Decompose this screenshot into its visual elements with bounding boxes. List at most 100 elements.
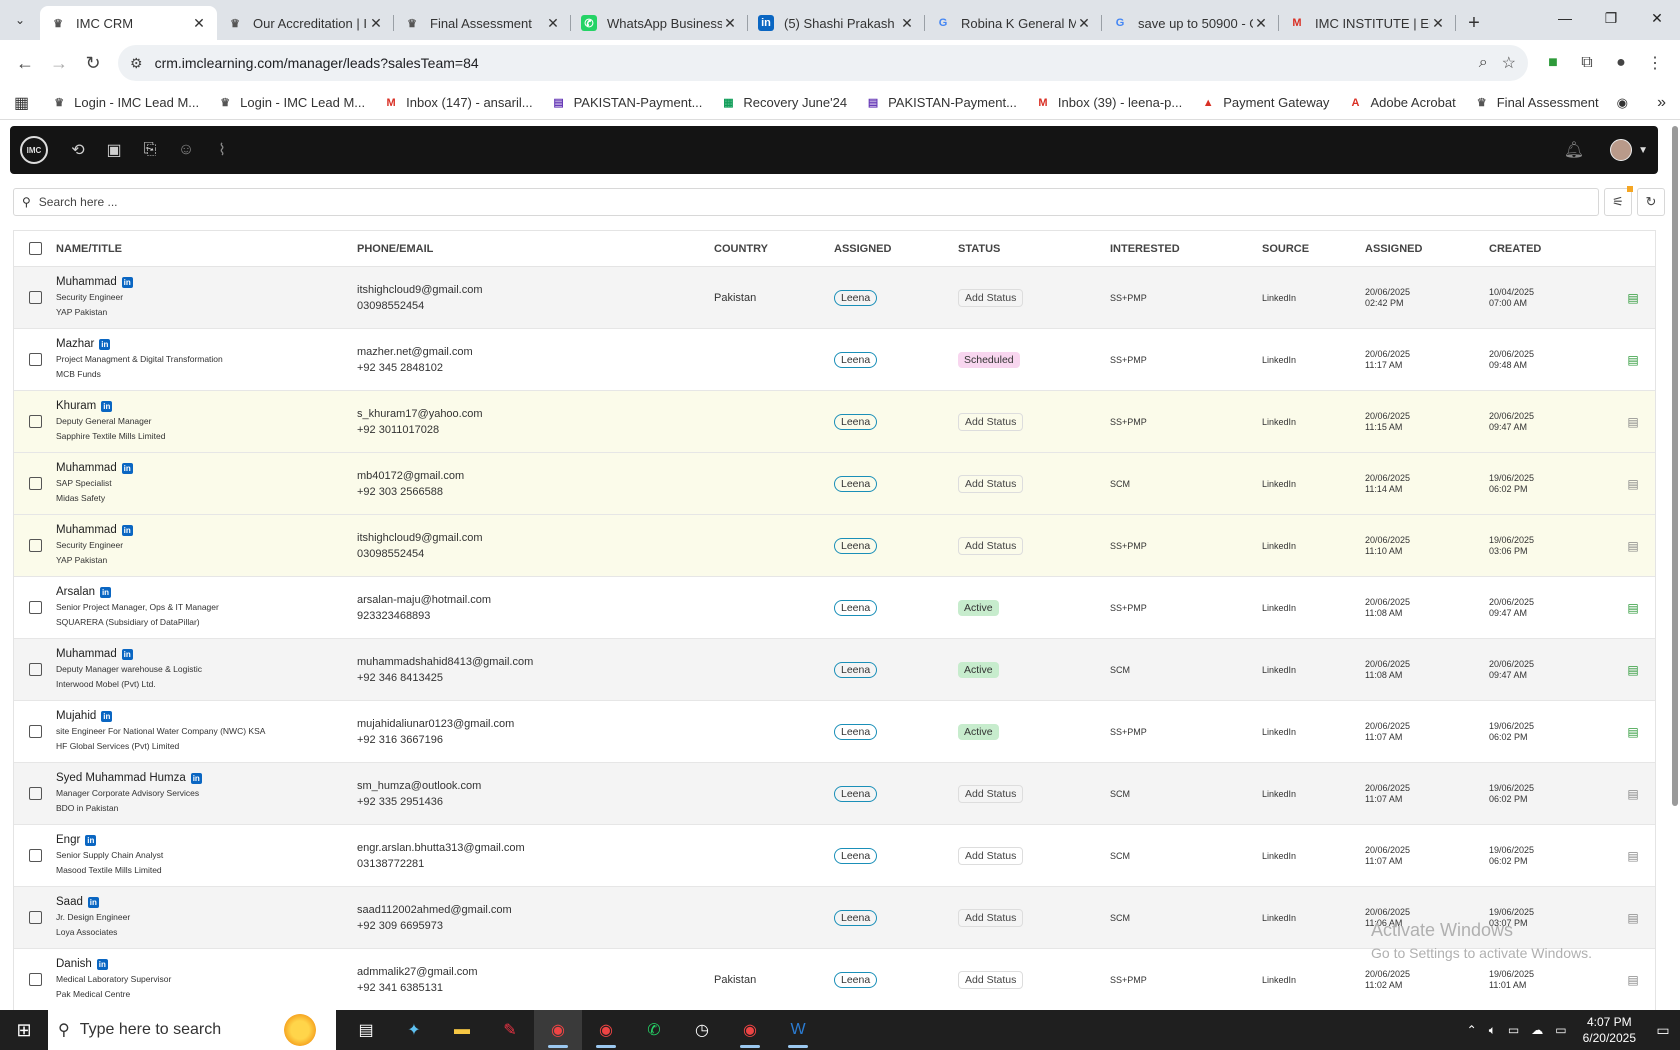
linkedin-icon[interactable]: in	[121, 277, 133, 288]
row-checkbox[interactable]	[28, 415, 42, 428]
table-row[interactable]: Engr in Senior Supply Chain Analyst Masoo…	[14, 825, 1655, 887]
app-icon[interactable]: ✎	[503, 1022, 517, 1039]
table-row[interactable]: Danish in Medical Laboratory Supervisor P…	[14, 949, 1655, 1011]
table-row[interactable]: Muhammad in SAP Specialist Midas Safety m…	[14, 453, 1655, 515]
header-name[interactable]: NAME/TITLE	[56, 242, 122, 255]
windows-start-icon[interactable]: ⊞	[16, 1019, 32, 1040]
bookmark-extra-icon[interactable]: ◉	[1616, 94, 1628, 110]
lead-phone[interactable]: 923323468893	[357, 609, 431, 622]
calendar-icon[interactable]: ▣	[106, 142, 122, 159]
battery-icon[interactable]: ▭	[1507, 1023, 1520, 1037]
omnibox[interactable]: ⚙ crm.imclearning.com/manager/leads?sale…	[118, 45, 1528, 81]
taskbar-search[interactable]: ⚲ Type here to search	[48, 1010, 336, 1050]
row-checkbox[interactable]	[28, 353, 42, 366]
table-row[interactable]: Syed Muhammad Humza in Manager Corporate …	[14, 763, 1655, 825]
close-icon[interactable]: ✕	[724, 14, 736, 31]
activity-icon[interactable]: ⌇	[218, 142, 226, 159]
lead-phone[interactable]: 03098552454	[357, 299, 425, 312]
row-checkbox[interactable]	[28, 973, 42, 986]
row-checkbox[interactable]	[28, 725, 42, 738]
task-view-icon[interactable]: ▤	[358, 1022, 374, 1039]
lead-phone[interactable]: +92 303 2566588	[357, 485, 443, 498]
cloud-icon[interactable]: ☁	[1531, 1023, 1544, 1037]
minimize-icon[interactable]: —	[1558, 10, 1572, 26]
notes-icon[interactable]: ▤	[1627, 476, 1639, 491]
more-bookmarks-icon[interactable]: »	[1657, 93, 1666, 111]
user-icon[interactable]: ☺	[177, 141, 195, 158]
bookmark-item[interactable]: ▲ Payment Gateway	[1200, 95, 1330, 111]
bookmark-item[interactable]: ♛ Final Assessment	[1474, 95, 1599, 111]
header-interested[interactable]: INTERESTED	[1110, 242, 1180, 255]
status-badge[interactable]: Active	[958, 599, 999, 616]
network-icon[interactable]: ▭	[1555, 1023, 1567, 1037]
browser-tab[interactable]: G Robina K General M ✕	[925, 6, 1102, 40]
header-source[interactable]: SOURCE	[1262, 242, 1310, 255]
chrome-alt-icon[interactable]: ◉	[726, 1010, 774, 1050]
filter-button[interactable]: ⚟	[1604, 186, 1633, 216]
lead-name[interactable]: Danish	[56, 958, 92, 970]
browser-tab[interactable]: in (5) Shashi Prakash | L✕	[748, 6, 925, 40]
bookmark-item[interactable]: ▤ PAKISTAN-Payment...	[551, 95, 702, 111]
chrome-icon[interactable]: ◉	[534, 1010, 582, 1050]
table-row[interactable]: Mazhar in Project Managment & Digital Tra…	[14, 329, 1655, 391]
status-badge[interactable]: Scheduled	[958, 351, 1020, 368]
bookmark-item[interactable]: M Inbox (147) - ansaril...	[383, 95, 533, 111]
status-badge[interactable]: Active	[958, 661, 999, 678]
close-icon[interactable]: ✕	[1078, 14, 1090, 31]
linkedin-icon[interactable]: in	[101, 711, 113, 722]
apps-icon[interactable]: ▦	[14, 94, 30, 112]
browser-tab[interactable]: M IMC INSTITUTE | EN ✕	[1279, 6, 1456, 40]
browser-tab[interactable]: ♛ Final Assessment ✕	[394, 6, 571, 40]
bookmark-item[interactable]: ♛ Login - IMC Lead M...	[217, 95, 365, 111]
tab-search-icon[interactable]: ⌄	[14, 13, 26, 27]
avatar[interactable]	[1610, 139, 1633, 161]
header-assigned[interactable]: ASSIGNED	[834, 242, 892, 255]
notes-icon[interactable]: ▤	[1627, 352, 1639, 367]
lead-phone[interactable]: 03098552454	[357, 547, 425, 560]
lead-phone[interactable]: +92 335 2951436	[357, 795, 443, 808]
file-explorer-icon[interactable]: ▬	[454, 1021, 470, 1038]
table-row[interactable]: Muhammad in Security Engineer YAP Pakista…	[14, 267, 1655, 329]
lead-phone[interactable]: 03138772281	[357, 857, 425, 870]
table-row[interactable]: Mujahid in site Engineer For National Wat…	[14, 701, 1655, 763]
lead-name[interactable]: Muhammad	[56, 462, 117, 474]
header-country[interactable]: COUNTRY	[714, 242, 768, 255]
lead-name[interactable]: Saad	[56, 896, 83, 908]
header-status[interactable]: STATUS	[958, 242, 1001, 255]
site-info-icon[interactable]: ⚙	[130, 54, 143, 71]
row-checkbox[interactable]	[28, 787, 42, 800]
lead-name[interactable]: Mazhar	[56, 338, 95, 350]
lead-name[interactable]: Arsalan	[56, 586, 95, 598]
lead-email[interactable]: mazher.net@gmail.com	[357, 345, 473, 358]
bookmark-item[interactable]: A Adobe Acrobat	[1347, 95, 1455, 111]
linkedin-icon[interactable]: in	[100, 587, 111, 598]
notes-icon[interactable]: ▤	[1627, 972, 1639, 987]
row-checkbox[interactable]	[28, 477, 42, 490]
url-text[interactable]: crm.imclearning.com/manager/leads?salesT…	[154, 55, 479, 71]
search-box[interactable]: ⚲	[13, 188, 1599, 216]
notes-icon[interactable]: ▤	[1627, 724, 1639, 739]
assigned-badge[interactable]: Leena	[834, 413, 878, 430]
chevron-down-icon[interactable]: ▼	[1638, 144, 1648, 156]
row-checkbox[interactable]	[28, 663, 42, 676]
row-checkbox[interactable]	[28, 911, 42, 924]
search-input[interactable]	[38, 195, 1590, 209]
linkedin-icon[interactable]: in	[85, 835, 97, 846]
row-checkbox[interactable]	[28, 291, 42, 304]
lead-name[interactable]: Muhammad	[56, 524, 117, 536]
status-badge[interactable]: Add Status	[958, 908, 1024, 927]
notes-icon[interactable]: ▤	[1627, 910, 1639, 925]
header-phone[interactable]: PHONE/EMAIL	[357, 242, 434, 255]
header-assigned-date[interactable]: ASSIGNED	[1365, 242, 1423, 255]
chrome-profile-icon[interactable]: ◉	[582, 1010, 630, 1050]
lead-email[interactable]: sm_humza@outlook.com	[357, 779, 482, 792]
maximize-icon[interactable]: ❐	[1604, 9, 1618, 26]
status-badge[interactable]: Add Status	[958, 846, 1024, 865]
lead-email[interactable]: itshighcloud9@gmail.com	[357, 531, 483, 544]
lead-email[interactable]: engr.arslan.bhutta313@gmail.com	[357, 841, 525, 854]
lead-name[interactable]: Engr	[56, 834, 81, 846]
whatsapp-icon[interactable]: ✆	[647, 1022, 661, 1039]
assigned-badge[interactable]: Leena	[834, 661, 878, 678]
header-created[interactable]: CREATED	[1489, 242, 1542, 255]
browser-tab[interactable]: ♛ Our Accreditation | I ✕	[217, 6, 394, 40]
